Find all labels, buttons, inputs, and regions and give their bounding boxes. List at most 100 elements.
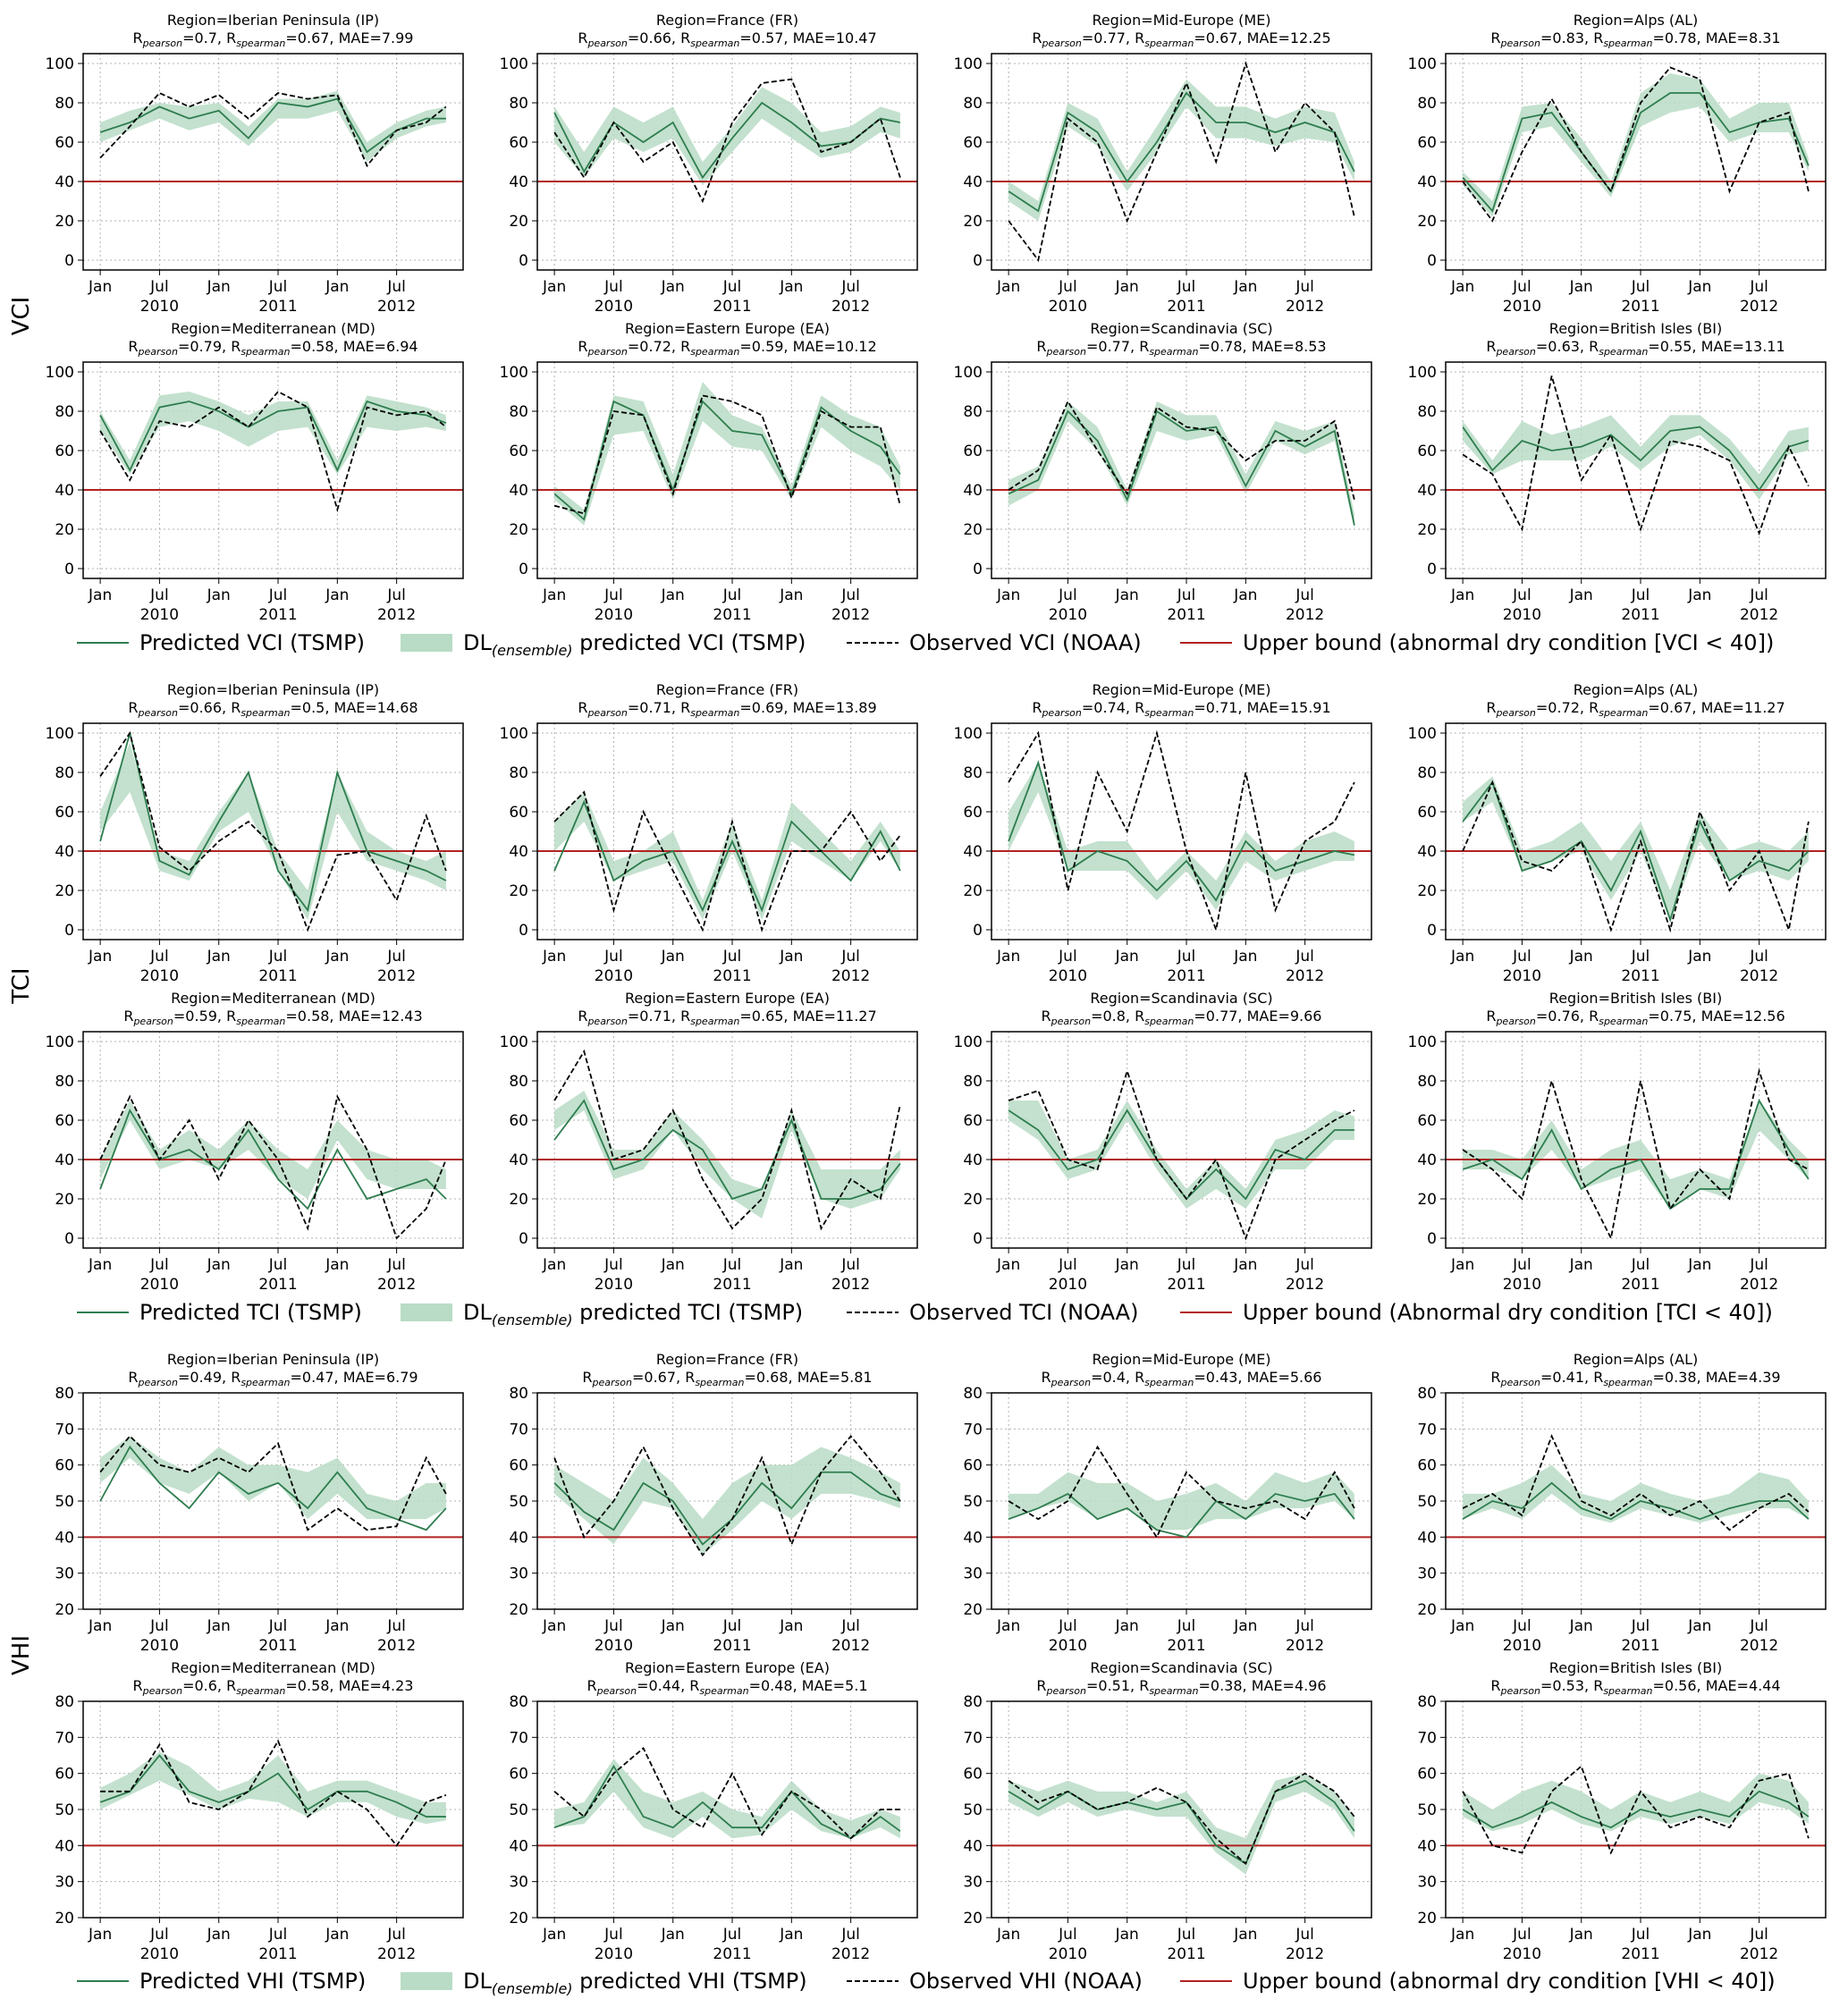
legend-label: Upper bound (Abnormal dry condition [TCI… [1243, 1300, 1773, 1325]
y-tick-label: 20 [55, 521, 74, 539]
observed-line [553, 1049, 901, 1231]
legend-text: Upper bound (abnormal dry condition [VHI… [1243, 1969, 1776, 1994]
panel-title: Region=Scandinavia (SC) [1090, 320, 1272, 337]
plot-frame [1445, 361, 1827, 579]
x-tick-label: Jul [268, 278, 288, 296]
subtitle-part: =0.63, R [1536, 338, 1599, 355]
x-year-label: 2010 [1503, 606, 1541, 624]
x-tick-label: Jan [1115, 278, 1139, 296]
x-year-label: 2010 [1503, 1276, 1541, 1294]
subtitle-part: R [1486, 1008, 1496, 1025]
legend-text: DL [463, 630, 492, 655]
panel-title: Region=British Isles (BI) [1549, 320, 1722, 337]
x-tick-label: Jul [1295, 278, 1314, 296]
x-tick-label: Jan [996, 1617, 1020, 1635]
panel-title: Region=Eastern Europe (EA) [625, 320, 830, 337]
subtitle-part: spearman [240, 1377, 290, 1388]
x-tick-label: Jan [88, 278, 112, 296]
x-year-label: 2012 [377, 606, 416, 624]
y-tick-label: 20 [963, 1601, 983, 1619]
y-tick-label: 60 [1417, 804, 1437, 822]
panel-subtitle: Rpearson=0.7, Rspearman=0.67, MAE=7.99 [133, 30, 414, 49]
y-tick-label: 0 [973, 1230, 983, 1248]
y-tick-label: 80 [55, 1073, 74, 1091]
x-tick-label: Jul [1749, 948, 1768, 966]
x-tick-label: Jan [542, 1617, 566, 1635]
x-tick-label: Jul [1058, 1256, 1077, 1274]
y-tick-label: 40 [1417, 1529, 1437, 1547]
x-tick-label: Jan [1450, 1617, 1474, 1635]
subtitle-part: R [133, 30, 143, 46]
subtitle-part: pearson [1041, 707, 1081, 719]
x-tick-label: Jan [1687, 948, 1711, 966]
legend-label: Observed VCI (NOAA) [909, 630, 1142, 655]
x-tick-label: Jul [268, 1617, 288, 1635]
x-year-label: 2010 [1503, 967, 1541, 985]
subtitle-part: =0.72, R [1536, 699, 1599, 716]
observed-line [1008, 1445, 1355, 1539]
x-tick-label: Jul [1177, 1617, 1196, 1635]
plot-frame [536, 1392, 918, 1610]
subtitle-part: R [578, 699, 587, 716]
ensemble-band [1463, 415, 1809, 500]
x-tick-label: Jul [268, 1256, 288, 1274]
subtitle-part: spearman [1599, 707, 1648, 719]
y-tick-label: 0 [973, 561, 983, 578]
x-tick-label: Jan [661, 278, 685, 296]
x-tick-label: Jan [1569, 1256, 1593, 1274]
subtitle-part: =0.66, R [178, 699, 240, 716]
y-tick-label: 80 [1417, 403, 1437, 421]
y-tick-label: 100 [46, 1033, 74, 1051]
subtitle-part: =0.7, R [182, 30, 236, 46]
panel-subtitle: Rpearson=0.66, Rspearman=0.57, MAE=10.47 [578, 30, 876, 49]
subtitle-part: spearman [690, 707, 739, 719]
y-tick-label: 100 [46, 55, 74, 73]
observed-line [99, 1435, 447, 1531]
x-tick-label: Jan [1687, 1256, 1711, 1274]
observed-line [1462, 375, 1810, 536]
x-year-label: 2011 [1621, 1276, 1659, 1294]
subtitle-part: pearson [138, 346, 178, 358]
plot-frame [991, 1392, 1372, 1610]
predicted-line [99, 400, 447, 473]
predicted-line [553, 1099, 901, 1201]
x-tick-label: Jan [661, 948, 685, 966]
y-tick-label: 20 [1417, 1910, 1437, 1927]
panel-title: Region=Eastern Europe (EA) [625, 990, 830, 1007]
x-year-label: 2012 [377, 1637, 416, 1655]
x-tick-label: Jan [1450, 948, 1474, 966]
panel-subtitle: Rpearson=0.77, Rspearman=0.78, MAE=8.53 [1036, 338, 1326, 358]
x-year-label: 2011 [713, 298, 751, 316]
observed-line [1008, 1772, 1355, 1865]
y-tick-label: 60 [55, 1766, 74, 1784]
panel-subtitle: Rpearson=0.49, Rspearman=0.47, MAE=6.79 [128, 1369, 418, 1388]
plot-frame [1445, 53, 1827, 271]
y-tick-label: 100 [1408, 55, 1437, 73]
x-tick-label: Jan [88, 586, 112, 604]
y-tick-label: 20 [1417, 1191, 1437, 1209]
subtitle-part: R [1036, 338, 1046, 355]
subtitle-part: pearson [592, 1377, 632, 1388]
x-year-label: 2010 [140, 1276, 179, 1294]
x-year-label: 2012 [1286, 298, 1324, 316]
y-tick-label: 80 [963, 95, 983, 113]
x-year-label: 2011 [1621, 967, 1659, 985]
panel-title: Region=Mid-Europe (ME) [1092, 1351, 1270, 1368]
observed-line [553, 790, 901, 932]
y-tick-label: 20 [1417, 1601, 1437, 1619]
x-tick-label: Jan [996, 278, 1020, 296]
subtitle-part: =0.67, MAE=11.27 [1648, 699, 1785, 716]
y-tick-label: 40 [1417, 843, 1437, 861]
ensemble-band [554, 1447, 900, 1556]
ensemble-band [1463, 1464, 1809, 1523]
observed-line [1462, 780, 1810, 933]
observed-line [553, 1434, 901, 1557]
plot-frame [991, 53, 1372, 271]
panel-subtitle: Rpearson=0.53, Rspearman=0.56, MAE=4.44 [1490, 1677, 1780, 1697]
subtitle-part: R [582, 1369, 592, 1386]
y-tick-label: 40 [1417, 482, 1437, 500]
panel-subtitle: Rpearson=0.44, Rspearman=0.48, MAE=5.1 [587, 1677, 868, 1697]
subtitle-part: spearman [1144, 1377, 1194, 1388]
subtitle-part: =0.77, R [1082, 30, 1144, 46]
x-tick-label: Jan [779, 586, 803, 604]
